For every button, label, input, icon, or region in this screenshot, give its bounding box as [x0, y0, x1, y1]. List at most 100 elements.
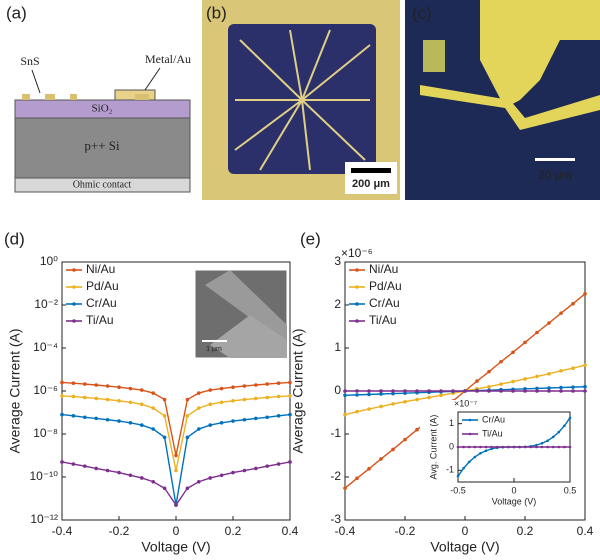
micrograph: 200 μm (b): [202, 0, 400, 200]
y-tick-label: 10⁻⁶: [33, 383, 58, 397]
data-point: [174, 468, 178, 473]
data-point: [547, 386, 551, 390]
data-point: [105, 384, 110, 388]
x-tick-label: 0: [462, 524, 469, 538]
data-point: [162, 397, 167, 402]
data-point: [288, 380, 292, 385]
x-tick-label: 0: [173, 524, 180, 538]
data-point: [391, 402, 395, 406]
data-point: [83, 415, 87, 420]
data-point: [529, 445, 533, 449]
data-point: [415, 389, 419, 393]
y-tick-label: 10⁻¹²: [30, 512, 58, 526]
data-point: [495, 445, 499, 449]
data-point: [547, 389, 551, 393]
legend-marker: [72, 302, 76, 306]
data-point: [559, 389, 563, 393]
y-tick-label: -2: [330, 469, 341, 483]
data-point: [559, 311, 563, 315]
x-tick-label: -0.5: [450, 485, 466, 495]
data-point: [367, 389, 371, 393]
data-point: [60, 393, 64, 398]
data-point: [523, 377, 527, 381]
data-point: [219, 386, 224, 391]
data-point: [242, 384, 247, 388]
data-point: [523, 445, 527, 449]
electrode: [480, 0, 600, 108]
data-point: [242, 397, 247, 402]
data-point: [231, 399, 235, 403]
pointer: [31, 69, 41, 94]
data-point: [197, 406, 201, 410]
data-point: [563, 445, 566, 449]
data-point: [343, 393, 347, 398]
data-point: [128, 473, 133, 478]
legend-label: Ti/Au: [369, 313, 397, 327]
data-point: [367, 407, 371, 411]
x-tick-label: -0.2: [395, 524, 416, 538]
scale-bar: [535, 158, 575, 161]
data-point: [462, 445, 465, 449]
data-point: [487, 384, 491, 389]
data-point: [94, 396, 98, 401]
data-point: [71, 414, 76, 418]
data-point: [462, 466, 465, 470]
data-point: [511, 350, 515, 355]
ohmic-layer: [14, 177, 191, 193]
data-point: [254, 383, 258, 387]
leads: [234, 29, 371, 171]
data-point: [415, 427, 419, 432]
data-point: [117, 385, 121, 390]
data-point: [523, 340, 527, 345]
data-point: [391, 391, 395, 396]
x-tick-label: 0.2: [225, 524, 242, 538]
data-point: [540, 445, 544, 449]
x-tick-label: 0.4: [282, 524, 299, 538]
legend-label: Pd/Au: [369, 279, 402, 293]
data-point: [140, 402, 144, 407]
data-point: [535, 445, 538, 449]
label: p++ Si: [84, 138, 120, 153]
data-point: [343, 412, 347, 417]
data-point: [343, 486, 347, 490]
data-point: [479, 452, 482, 455]
legend-label: Ni/Au: [369, 262, 398, 276]
data-point: [208, 388, 212, 392]
data-point: [265, 415, 270, 420]
data-point: [83, 464, 87, 468]
data-point: [571, 301, 575, 306]
sem-inset: 1 μm: [194, 269, 288, 359]
data-point: [518, 445, 521, 449]
data-point: [403, 389, 407, 393]
data-point: [151, 427, 155, 431]
scale-label: 20 μm: [538, 168, 572, 182]
panel-label: (a): [6, 3, 27, 22]
y-tick-label: 1: [334, 340, 341, 354]
data-point: [379, 457, 383, 461]
data-point: [467, 445, 471, 449]
scale-box: [345, 162, 397, 194]
series-line: [61, 413, 291, 506]
data-point: [571, 366, 575, 371]
data-point: [473, 445, 477, 449]
data-point: [551, 445, 555, 449]
legend-marker: [72, 268, 76, 272]
y-axis-label: Avg. Current (A): [428, 415, 438, 480]
data-point: [276, 462, 281, 466]
data-point: [403, 399, 407, 404]
data-point: [185, 435, 190, 440]
data-point: [571, 389, 575, 393]
data-point: [451, 389, 455, 393]
data-point: [219, 473, 224, 478]
x-axis-label: Voltage (V): [492, 496, 537, 506]
x-tick-label: 0.2: [517, 524, 534, 538]
data-point: [546, 445, 549, 449]
data-point: [473, 455, 477, 459]
data-point: [242, 468, 247, 473]
data-point: [60, 380, 64, 385]
data-point: [242, 417, 247, 422]
legend-label: Ni/Au: [86, 262, 115, 276]
data-point: [367, 467, 371, 471]
legend-marker: [468, 418, 472, 422]
micrograph: 20 μm (c): [405, 0, 600, 200]
